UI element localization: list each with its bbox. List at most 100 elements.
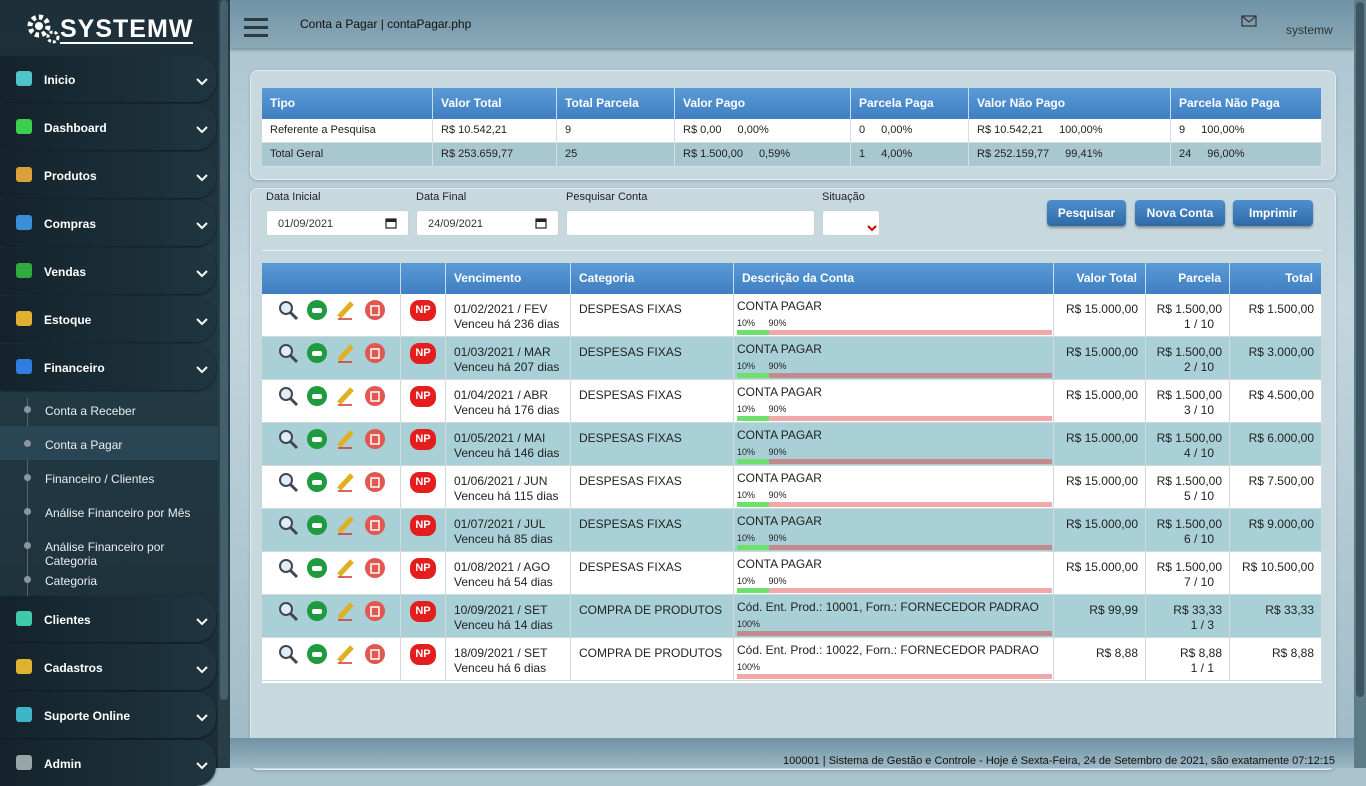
- progress-segment: [737, 588, 769, 593]
- category: DESPESAS FIXAS: [579, 517, 682, 531]
- edit-icon[interactable]: [335, 428, 357, 450]
- delete-icon[interactable]: [364, 428, 386, 450]
- menu-item[interactable]: Vendas: [0, 248, 216, 294]
- delete-icon[interactable]: [364, 600, 386, 622]
- submenu-item[interactable]: Financeiro / Clientes: [0, 460, 218, 494]
- edit-icon[interactable]: [335, 342, 357, 364]
- overdue: Venceu há 115 dias: [454, 489, 559, 503]
- menu-chevron: [196, 615, 208, 626]
- progress-segment: [768, 416, 1052, 421]
- cell-border: [445, 380, 446, 423]
- pay-icon[interactable]: [306, 557, 328, 579]
- filter-input[interactable]: 24/09/2021: [416, 210, 559, 236]
- pay-icon[interactable]: [306, 299, 328, 321]
- user-menu[interactable]: systemw: [1286, 23, 1333, 37]
- delete-icon[interactable]: [364, 385, 386, 407]
- menu-item[interactable]: Produtos: [0, 152, 216, 198]
- main-scrollbar: [1354, 0, 1366, 768]
- button[interactable]: Pesquisar: [1047, 200, 1126, 226]
- pay-icon[interactable]: [306, 600, 328, 622]
- view-icon[interactable]: [277, 471, 299, 493]
- delete-icon[interactable]: [364, 299, 386, 321]
- cell-border: [570, 595, 571, 638]
- cell-border: [570, 294, 571, 337]
- edit-icon[interactable]: [335, 557, 357, 579]
- menu-item[interactable]: Cadastros: [0, 644, 216, 690]
- submenu-label: Conta a Receber: [45, 404, 136, 418]
- table-header-cell: Valor Total: [1054, 263, 1146, 294]
- menu-item[interactable]: Admin: [0, 740, 216, 786]
- edit-icon[interactable]: [335, 299, 357, 321]
- menu-label: Financeiro: [44, 361, 105, 375]
- pay-icon[interactable]: [306, 342, 328, 364]
- description: CONTA PAGAR: [737, 514, 822, 528]
- cell-border: [400, 595, 401, 638]
- edit-icon[interactable]: [335, 385, 357, 407]
- submenu-label: Análise Financeiro por Categoria: [45, 540, 165, 568]
- cell-border: [1053, 638, 1054, 681]
- footer-bar: [230, 738, 1354, 768]
- delete-icon[interactable]: [364, 342, 386, 364]
- category: COMPRA DE PRODUTOS: [579, 603, 723, 617]
- edit-icon[interactable]: [335, 471, 357, 493]
- summary-value: 0,00%: [881, 124, 913, 136]
- hamburger[interactable]: [244, 18, 268, 38]
- pay-icon[interactable]: [306, 643, 328, 665]
- description: CONTA PAGAR: [737, 299, 822, 313]
- pay-icon[interactable]: [306, 514, 328, 536]
- summary-cell: 24 96,00%: [1171, 143, 1322, 166]
- submenu-item[interactable]: Categoria: [0, 562, 218, 596]
- pay-icon[interactable]: [306, 471, 328, 493]
- total: R$ 10.500,00: [1241, 560, 1314, 574]
- button[interactable]: Nova Conta: [1135, 200, 1225, 226]
- view-icon[interactable]: [277, 342, 299, 364]
- view-icon[interactable]: [277, 299, 299, 321]
- pay-icon[interactable]: [306, 385, 328, 407]
- menu-item[interactable]: Compras: [0, 200, 216, 246]
- menu-item[interactable]: Inicio: [0, 56, 216, 102]
- menu-label: Cadastros: [44, 661, 103, 675]
- pay-icon[interactable]: [306, 428, 328, 450]
- overdue: Venceu há 85 dias: [454, 532, 553, 546]
- progress-segment: [737, 631, 1052, 636]
- total: R$ 4.500,00: [1248, 388, 1314, 402]
- edit-icon[interactable]: [335, 514, 357, 536]
- summary-header-cell: Valor Não Pago: [969, 88, 1171, 119]
- delete-icon[interactable]: [364, 514, 386, 536]
- menu-chevron: [196, 759, 208, 770]
- view-icon[interactable]: [277, 600, 299, 622]
- button[interactable]: Imprimir: [1233, 200, 1313, 226]
- delete-icon[interactable]: [364, 643, 386, 665]
- menu-item[interactable]: Suporte Online: [0, 692, 216, 738]
- view-icon[interactable]: [277, 643, 299, 665]
- filter-input[interactable]: 01/09/2021: [266, 210, 409, 236]
- menu-item[interactable]: Financeiro: [0, 344, 216, 390]
- submenu-bullet: [24, 406, 31, 413]
- summary-cell: R$ 253.659,77: [433, 143, 557, 166]
- menu-item[interactable]: Dashboard: [0, 104, 216, 150]
- submenu-item[interactable]: Análise Financeiro por Categoria: [0, 528, 218, 568]
- delete-icon[interactable]: [364, 471, 386, 493]
- edit-icon[interactable]: [335, 643, 357, 665]
- view-icon[interactable]: [277, 428, 299, 450]
- edit-icon[interactable]: [335, 600, 357, 622]
- view-icon[interactable]: [277, 557, 299, 579]
- filter-input[interactable]: [822, 210, 880, 236]
- filter-input[interactable]: [566, 210, 815, 236]
- progress-segment: [768, 545, 1052, 550]
- view-icon[interactable]: [277, 514, 299, 536]
- due-date: 01/04/2021 / ABR: [454, 388, 549, 402]
- menu-item[interactable]: Clientes: [0, 596, 216, 642]
- submenu-item[interactable]: Conta a Pagar: [0, 426, 218, 460]
- menu-item[interactable]: Estoque: [0, 296, 216, 342]
- category: DESPESAS FIXAS: [579, 302, 682, 316]
- view-icon[interactable]: [277, 385, 299, 407]
- delete-icon[interactable]: [364, 557, 386, 579]
- submenu-item[interactable]: Conta a Receber: [0, 392, 218, 426]
- menu-icon: [16, 707, 32, 722]
- summary-cell: 9: [557, 119, 675, 142]
- submenu-item[interactable]: Análise Financeiro por Mês: [0, 494, 218, 528]
- amount: R$ 15.000,00: [1065, 560, 1138, 574]
- mail-icon[interactable]: [1241, 15, 1257, 27]
- installment-value: R$ 1.500,00: [1156, 431, 1222, 445]
